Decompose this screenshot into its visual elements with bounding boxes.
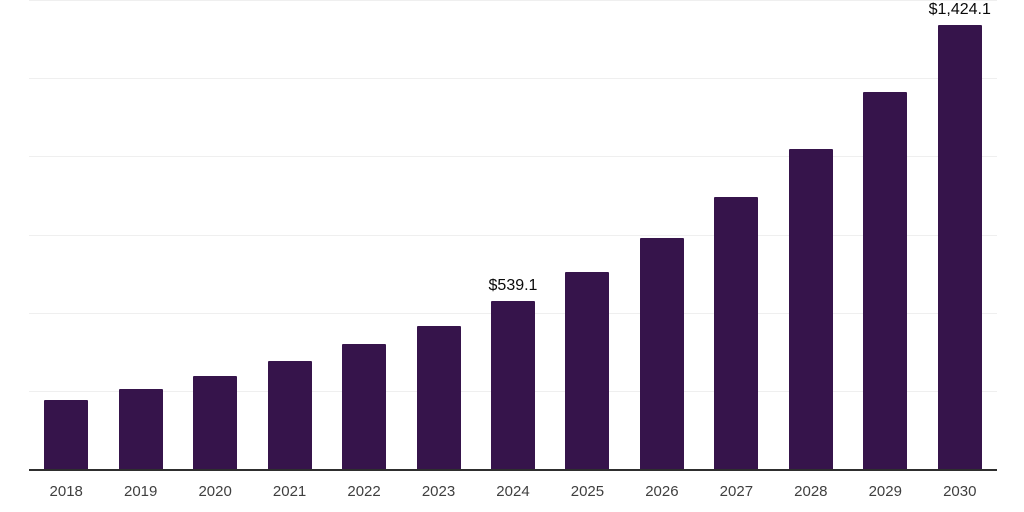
bar-slot-2026 [625,0,699,470]
gridline-1250 [29,78,997,80]
x-axis-tick-labels: 2018 2019 2020 2021 2022 2023 2024 2025 2026 2027… [29,482,997,506]
gridline-750 [29,234,997,236]
bar-2020 [193,375,238,470]
bar-2024 [490,301,535,470]
bar-2026 [639,238,684,470]
bar-2029 [863,91,908,470]
bar-slot-2023 [401,0,475,470]
x-tick-label-2023: 2023 [421,483,456,500]
bar-slot-2020 [178,0,252,470]
value-label-2030: $1,424.1 [928,0,991,18]
x-axis-line [29,469,997,471]
bar-slot-2025 [550,0,624,470]
bar-slot-2024: $539.1 [476,0,550,470]
value-label-2024: $539.1 [488,277,538,295]
x-tick-label-2024: 2024 [496,483,530,500]
gridline-1000 [29,156,997,158]
bar-slot-2030: $1,424.1 [923,0,997,470]
x-tick-label-2021: 2021 [272,483,307,500]
bar-2027 [714,197,759,470]
x-tick-label-2027: 2027 [719,483,754,500]
bar-slot-2018 [29,0,103,470]
bar-slot-2021 [252,0,326,470]
x-tick-label-2025: 2025 [570,483,605,500]
bar-2021 [267,360,312,470]
x-tick-label-2020: 2020 [198,483,232,500]
bar-2025 [565,271,610,470]
x-tick-label-2026: 2026 [645,483,679,500]
bar-slot-2028 [774,0,848,470]
bar-2019 [118,389,163,470]
bar-2022 [342,344,387,470]
x-tick-label-2030: 2030 [943,483,977,500]
x-tick-label-2019: 2019 [123,483,158,500]
bar-slot-2027 [699,0,773,470]
bar-2018 [44,399,89,470]
gridline-1500 [29,0,997,1]
x-tick-label-2022: 2022 [347,483,381,500]
x-tick-label-2029: 2029 [868,483,902,500]
bar-slot-2019 [103,0,177,470]
x-tick-label-2028: 2028 [794,483,828,500]
bar-slot-2029 [848,0,922,470]
bar-slot-2022 [327,0,401,470]
bar-2030 [937,24,982,470]
x-tick-label-2018: 2018 [49,483,83,500]
bar-2028 [788,148,833,470]
plot-area: $539.1 $1,424.1 [29,0,997,471]
bar-2023 [416,325,461,470]
